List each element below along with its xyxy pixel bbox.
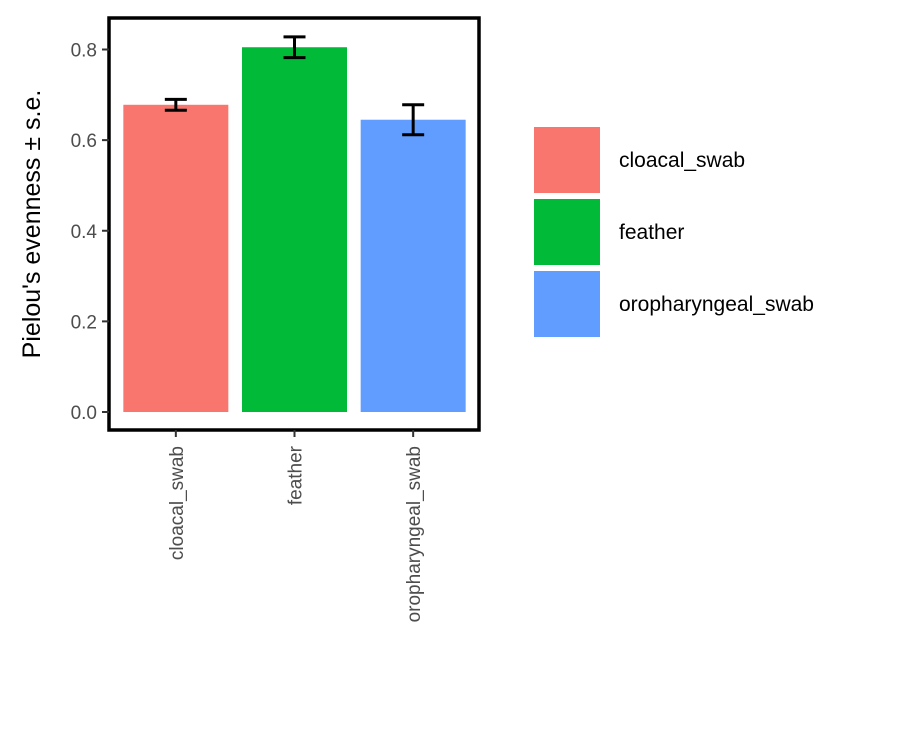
bar-cloacal_swab xyxy=(123,104,229,412)
legend-key-feather xyxy=(534,199,600,265)
bar-oropharyngeal_swab xyxy=(360,119,466,412)
error-bar-feather xyxy=(283,35,306,60)
bar-feather xyxy=(242,47,347,412)
legend-label-cloacal_swab: cloacal_swab xyxy=(619,149,745,172)
y-tick-label: 0.4 xyxy=(71,222,98,243)
y-tick-label: 0.8 xyxy=(71,41,97,62)
y-tick-label: 0.0 xyxy=(71,403,97,424)
plot-marks xyxy=(123,35,466,412)
legend-key-cloacal_swab xyxy=(534,127,600,193)
legend-label-oropharyngeal_swab: oropharyngeal_swab xyxy=(619,293,814,316)
x-tick-label: oropharyngeal_swab xyxy=(404,446,425,622)
legend-label-feather: feather xyxy=(619,221,684,244)
y-tick-label: 0.6 xyxy=(71,131,97,152)
legend-key-oropharyngeal_swab xyxy=(534,271,600,337)
y-axis-title: Pielou's evenness ± s.e. xyxy=(18,90,46,359)
y-tick-label: 0.2 xyxy=(71,312,97,333)
x-tick-label: feather xyxy=(286,445,307,505)
y-axis: 0.0 0.2 0.4 0.6 0.8 xyxy=(71,41,109,424)
error-bar-oropharyngeal_swab xyxy=(402,103,425,137)
error-bar-cloacal_swab xyxy=(164,97,187,112)
x-tick-label: cloacal_swab xyxy=(167,446,188,560)
x-axis: cloacal_swab feather oropharyngeal_swab xyxy=(167,430,425,622)
